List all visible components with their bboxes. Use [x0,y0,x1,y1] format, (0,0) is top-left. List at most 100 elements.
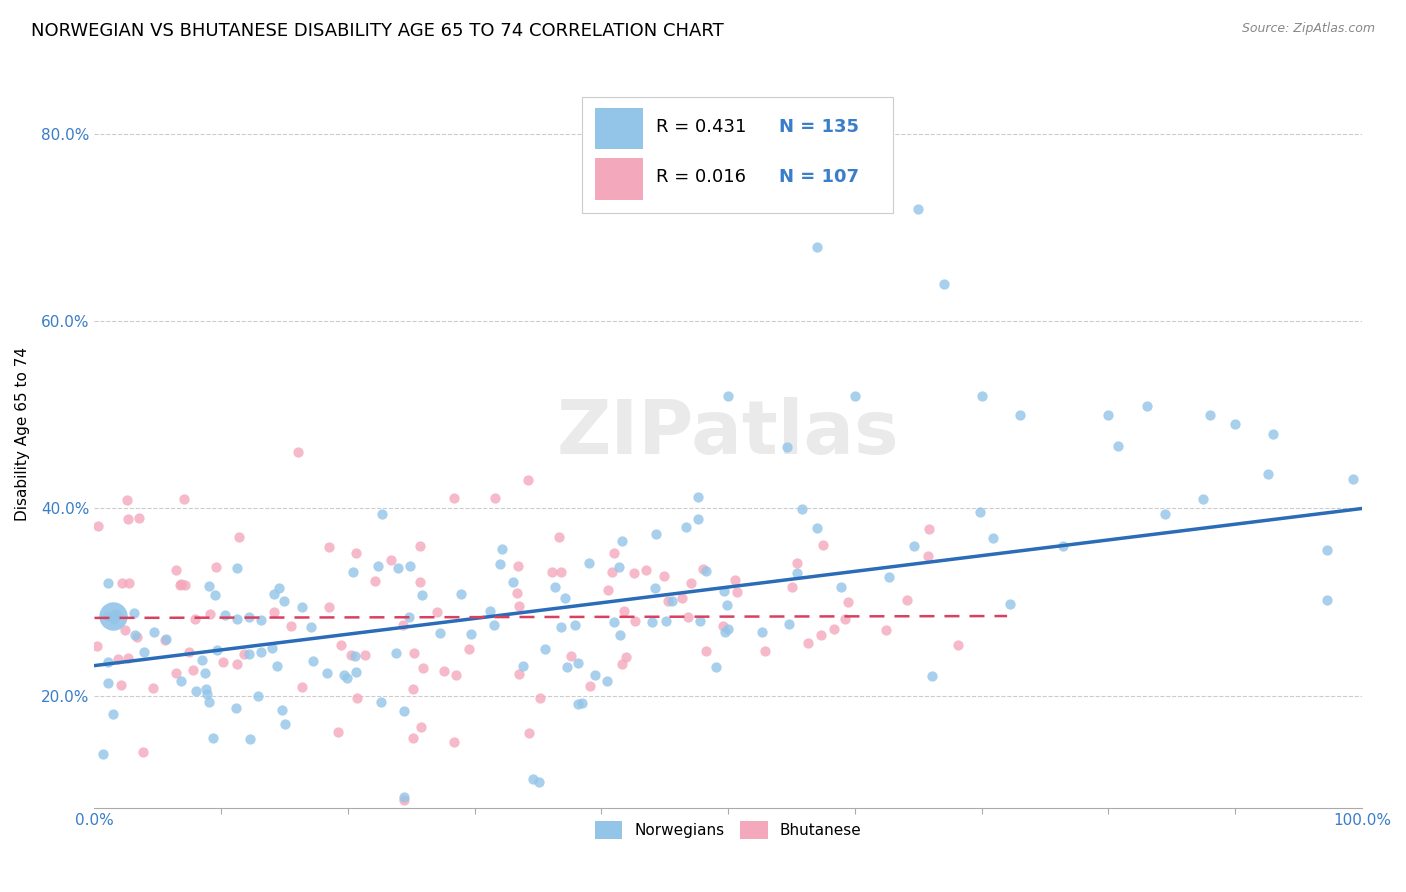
Point [225,701,247,715]
Point [273,593,295,607]
Point [384,646,406,660]
Point [344,546,367,560]
Point [336,671,359,685]
Point [600,566,623,580]
Point [263,586,285,600]
Point [724,573,747,587]
Point [458,642,481,657]
Point [778,616,800,631]
Point [837,595,859,609]
Point [681,575,703,590]
Point [173,491,195,506]
Point [291,600,314,615]
Point [443,491,465,505]
Point [97,655,120,669]
Point [713,584,735,599]
Point [103,706,125,721]
Point [179,644,201,658]
Point [128,511,150,525]
Point [191,653,214,667]
Point [103,609,125,624]
Point [165,563,187,577]
Point [197,695,219,709]
Point [132,745,155,759]
Point [717,622,740,636]
Point [583,668,606,682]
Point [200,607,222,621]
Point [567,656,589,670]
Point [692,562,714,576]
Point [527,775,550,789]
Point [225,612,247,626]
Point [652,569,675,583]
Point [184,612,207,626]
Point [903,539,925,553]
Point [291,681,314,695]
Point [695,644,717,658]
Point [1263,426,1285,441]
Point [165,665,187,680]
Point [274,717,297,731]
Point [502,574,524,589]
Point [603,615,626,630]
Point [299,620,322,634]
Point [207,643,229,657]
Point [408,575,430,590]
Point [657,593,679,607]
Point [482,617,505,632]
Point [460,626,482,640]
Point [204,560,226,574]
Point [392,618,415,632]
Point [529,691,551,706]
Point [834,611,856,625]
Text: N = 135: N = 135 [779,118,859,136]
Point [433,664,456,678]
Point [201,731,224,745]
Point [246,689,269,703]
Point [689,614,711,628]
Point [578,679,600,693]
Point [786,556,808,570]
Point [402,731,425,745]
Point [488,557,510,571]
Point [117,575,139,590]
Point [169,577,191,591]
Point [124,628,146,642]
Point [328,724,350,739]
Point [117,512,139,526]
Point [1257,467,1279,481]
Point [239,732,262,747]
Point [506,586,529,600]
Point [97,609,120,624]
Point [184,683,207,698]
Point [394,704,416,718]
Point [344,665,367,680]
Point [371,508,394,522]
Point [541,566,564,580]
Point [491,542,513,557]
Point [426,606,449,620]
Point [1192,492,1215,507]
Point [111,575,134,590]
Point [609,628,631,642]
FancyBboxPatch shape [582,97,893,213]
Point [105,607,128,622]
Point [398,610,420,624]
Point [402,681,425,696]
Point [204,588,226,602]
Point [340,648,363,662]
Point [508,599,530,613]
Point [844,389,866,403]
Legend: Norwegians, Bhutanese: Norwegians, Bhutanese [589,815,868,845]
Point [228,530,250,544]
Point [1341,472,1364,486]
Point [124,606,146,620]
Point [444,668,467,682]
Point [399,559,422,574]
Point [316,666,339,681]
Point [567,697,589,711]
Point [613,604,636,618]
Point [195,688,218,702]
Point [1316,543,1339,558]
Point [623,566,645,581]
